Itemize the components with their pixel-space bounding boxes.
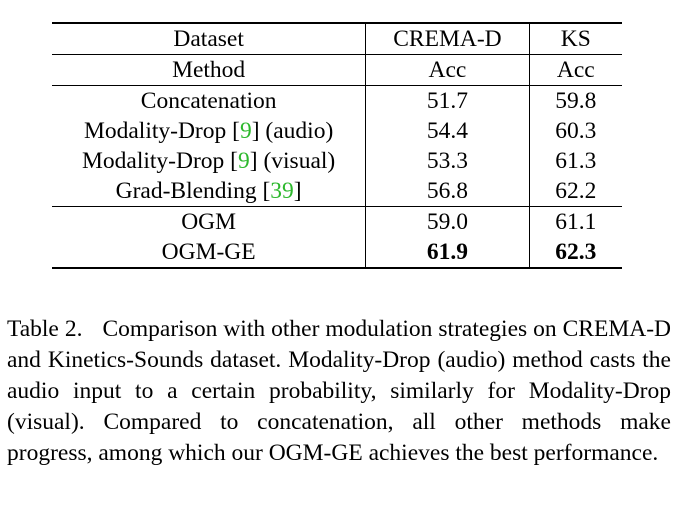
crema-acc-value: 56.8 (365, 176, 530, 207)
table-row: Modality-Drop [9] (visual) 53.3 61.3 (52, 146, 622, 176)
table-row: Concatenation 51.7 59.8 (52, 85, 622, 116)
method-name: Grad-Blending [39] (115, 178, 302, 204)
table-row: Modality-Drop [9] (audio) 54.4 60.3 (52, 116, 622, 146)
method-name: Modality-Drop [9] (visual) (82, 148, 336, 174)
ks-acc-value: 59.8 (528, 85, 622, 116)
header-row-method: Method Acc Acc (52, 54, 622, 86)
citation-link[interactable]: 39 (270, 178, 294, 204)
header-ks: KS (528, 22, 622, 55)
header-crema-d: CREMA-D (365, 22, 530, 55)
table-row: Grad-Blending [39] 56.8 62.2 (52, 176, 622, 207)
ks-acc-value-best: 62.3 (528, 237, 622, 269)
results-table: Dataset CREMA-D KS Method Acc Acc Concat… (52, 22, 622, 269)
header-method: Method (52, 54, 366, 86)
caption-text: Comparison with other modulation strateg… (7, 316, 671, 466)
citation-link[interactable]: 9 (238, 148, 250, 174)
table-row: OGM 59.0 61.1 (52, 206, 622, 237)
citation-link[interactable]: 9 (239, 118, 252, 144)
crema-acc-value-best: 61.9 (365, 237, 530, 269)
crema-acc-value: 51.7 (365, 85, 530, 116)
header-row-dataset: Dataset CREMA-D KS (52, 22, 622, 55)
ks-acc-value: 61.3 (528, 146, 622, 176)
header-acc-crema: Acc (365, 54, 530, 86)
ks-acc-value: 61.1 (528, 206, 622, 237)
ks-acc-value: 62.2 (528, 176, 622, 207)
crema-acc-value: 54.4 (365, 116, 530, 146)
header-acc-ks: Acc (528, 54, 622, 86)
header-dataset: Dataset (52, 22, 366, 55)
table-row: OGM-GE 61.9 62.3 (52, 237, 622, 269)
method-name: OGM (52, 206, 366, 237)
crema-acc-value: 59.0 (365, 206, 530, 237)
table-caption: Table 2. Comparison with other modulation… (7, 314, 671, 469)
crema-acc-value: 53.3 (365, 146, 530, 176)
method-name: OGM-GE (52, 237, 366, 269)
ks-acc-value: 60.3 (528, 116, 622, 146)
method-name: Concatenation (52, 85, 366, 116)
caption-label: Table 2. (7, 316, 83, 342)
method-name: Modality-Drop [9] (audio) (83, 118, 334, 144)
